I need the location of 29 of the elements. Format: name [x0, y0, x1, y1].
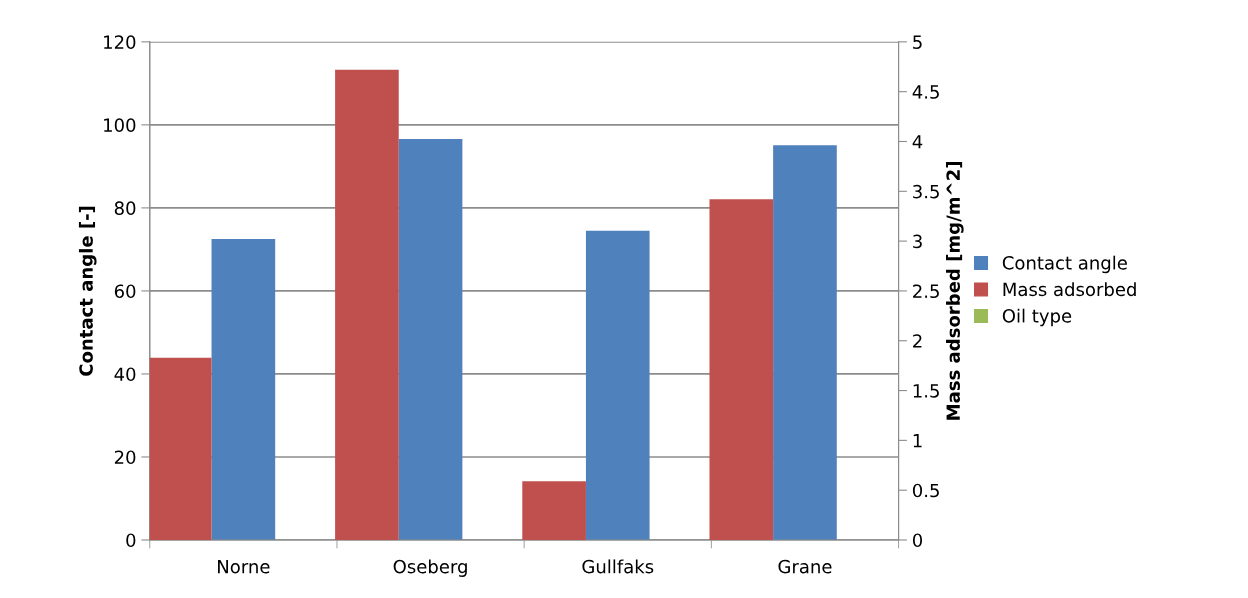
x-tick-label: Norne	[218, 559, 270, 574]
y2-tick-label: 2.5	[913, 284, 939, 299]
y2-tick-label: 0.5	[912, 483, 939, 498]
y2-tick-label: 1.5	[913, 384, 939, 398]
y2-tick-label: 4.5	[912, 85, 939, 99]
y-tick-label: 100	[104, 118, 136, 132]
y2-axis-title: Mass adsorbed [mg/m^2]	[946, 162, 964, 420]
y2-tick-label: 1	[913, 434, 922, 448]
y2-tick-label: 5	[913, 35, 922, 49]
legend-label: Mass adsorbed	[1003, 282, 1136, 297]
x-tick-label: Grane	[778, 559, 832, 574]
y-tick-label: 0	[126, 533, 136, 548]
y-tick-label: 80	[114, 201, 136, 216]
y-tick-label: 40	[114, 367, 136, 382]
y2-tick-label: 4	[912, 135, 923, 149]
bar	[585, 230, 650, 540]
y2-tick-label: 3	[913, 234, 922, 249]
y2-tick-label: 2	[913, 334, 922, 348]
y-tick-label: 20	[114, 450, 136, 465]
y-axis-title: Contact angle [-]	[78, 206, 97, 376]
y2-tick-label: 0	[912, 533, 923, 548]
y2-tick-label: 3.5	[913, 184, 939, 199]
legend-label: Oil type	[1002, 308, 1072, 327]
y-tick-label: 120	[104, 35, 136, 49]
x-tick-label: Gullfaks	[582, 559, 654, 574]
y-tick-label: 60	[114, 284, 136, 299]
bar	[522, 481, 586, 540]
legend-label: Contact angle	[1002, 255, 1127, 274]
x-tick-label: Oseberg	[393, 559, 467, 577]
